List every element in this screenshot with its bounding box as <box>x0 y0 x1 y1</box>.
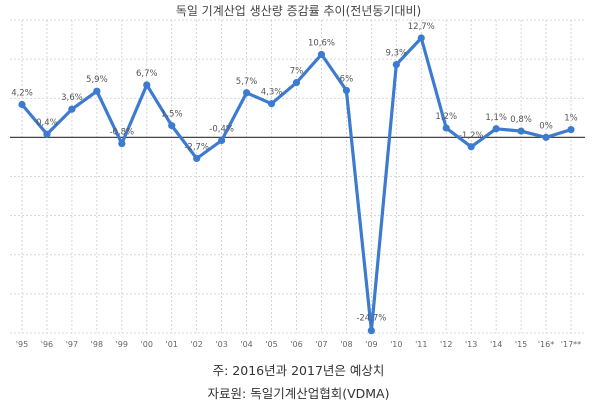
x-tick-label: '15 <box>515 340 527 349</box>
x-tick-label: '98 <box>91 340 103 349</box>
data-label: 5,9% <box>86 75 108 85</box>
x-tick-label: '96 <box>41 340 53 349</box>
data-label: -0,4% <box>209 125 234 135</box>
data-point <box>267 100 276 108</box>
data-points <box>18 34 575 335</box>
x-tick-label: '07 <box>315 340 327 349</box>
data-point <box>542 133 550 141</box>
data-point <box>567 125 575 134</box>
data-label: 12,7% <box>408 22 435 32</box>
data-label: -1,2% <box>459 131 484 141</box>
source-note: 자료원: 독일기계산업협회(VDMA) <box>207 386 390 401</box>
data-label: 4,3% <box>261 88 283 98</box>
data-label: 10,6% <box>308 38 335 48</box>
data-label: 1% <box>564 114 578 124</box>
x-tick-label: '09 <box>365 340 377 349</box>
data-point <box>292 79 301 87</box>
data-point <box>43 130 51 138</box>
data-point <box>18 100 26 109</box>
chart-title: 독일 기계산업 생산량 증감률 추이(전년동기대비) <box>175 4 422 18</box>
data-point <box>193 154 201 163</box>
data-point <box>118 140 126 148</box>
data-point <box>517 127 525 135</box>
x-tick-label: '17** <box>561 340 581 349</box>
x-tick-label: '08 <box>340 340 352 349</box>
data-label: 0% <box>539 121 553 131</box>
x-tick-label: '13 <box>465 340 477 349</box>
x-tick-label: '04 <box>240 340 252 349</box>
x-tick-label: '06 <box>290 340 302 349</box>
data-label: 0,8% <box>510 115 532 125</box>
x-tick-label: '11 <box>415 340 427 349</box>
x-tick-label: '97 <box>66 340 78 349</box>
data-label: 0,4% <box>36 118 58 128</box>
data-label: 6,7% <box>136 69 158 79</box>
data-point <box>218 136 226 145</box>
data-point <box>168 122 176 130</box>
data-point <box>417 34 425 42</box>
x-tick-label: '12 <box>440 340 452 349</box>
forecast-note: 주: 2016년과 2017년은 예상치 <box>212 363 385 378</box>
data-label: -0,8% <box>109 128 134 138</box>
data-point <box>392 61 400 69</box>
data-labels: 4,2% 0,4% 3,6%5,9% -0,8% 6,7% 1,5% -2,7%-0,4% 5… <box>11 22 578 324</box>
data-label: 1,5% <box>161 110 183 120</box>
data-point <box>242 89 251 97</box>
data-label: 3,6% <box>61 93 83 103</box>
x-tick-label: '05 <box>265 340 277 349</box>
data-label: -24,7% <box>356 314 386 324</box>
x-axis: '95 '96 '97 '98 '99 '00 '01 '02 '03 '04 '05 '06 '07 '… <box>16 340 581 349</box>
data-point <box>442 124 450 132</box>
data-label: 6% <box>340 74 354 84</box>
data-point <box>68 105 76 113</box>
x-tick-label: '16* <box>538 340 554 349</box>
data-label: 7% <box>290 67 304 77</box>
data-point <box>317 50 326 59</box>
data-label: 5,7% <box>236 77 258 87</box>
x-tick-label: '02 <box>190 340 202 349</box>
data-point <box>342 86 351 95</box>
data-label: -2,7% <box>184 143 209 153</box>
x-tick-label: '99 <box>116 340 128 349</box>
x-tick-label: '03 <box>215 340 227 349</box>
x-tick-label: '01 <box>166 340 178 349</box>
data-point <box>467 143 475 151</box>
x-tick-label: '00 <box>141 340 153 349</box>
x-tick-label: '10 <box>390 340 402 349</box>
x-tick-label: '14 <box>490 340 502 349</box>
data-point <box>367 327 375 335</box>
x-tick-label: '95 <box>16 340 28 349</box>
data-label: 1,1% <box>485 113 507 123</box>
data-point <box>143 81 151 89</box>
data-label: 4,2% <box>11 89 33 99</box>
data-point <box>492 125 500 133</box>
data-label: 1,2% <box>435 112 457 122</box>
data-label: 9,3% <box>386 49 408 59</box>
gridlines <box>10 19 585 334</box>
data-point <box>93 87 101 95</box>
